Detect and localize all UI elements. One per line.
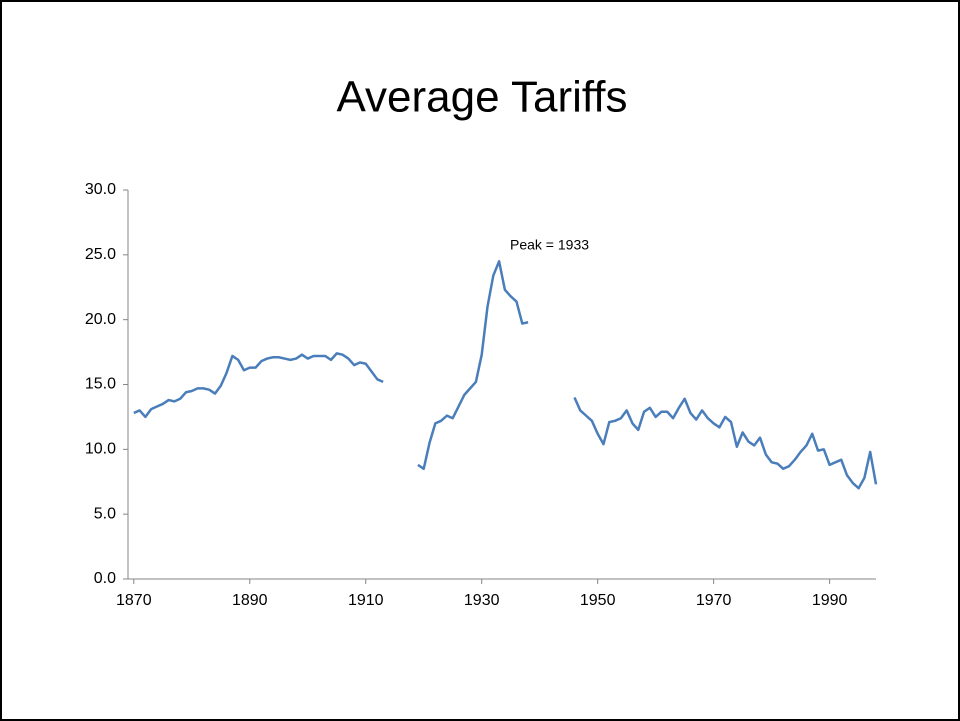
y-tick-label: 0.0 (94, 570, 116, 587)
x-tick-label: 1930 (464, 592, 500, 609)
chart-title: Average Tariffs (336, 73, 627, 122)
annotation: Peak = 1933 (510, 237, 589, 253)
x-tick-label: 1870 (116, 592, 152, 609)
y-tick-label: 5.0 (94, 505, 116, 522)
x-tick-label: 1970 (696, 592, 732, 609)
data-line (133, 260, 878, 490)
x-tick-label: 1910 (348, 592, 384, 609)
y-tick-label: 10.0 (85, 441, 116, 458)
y-tick-label: 25.0 (85, 246, 116, 263)
y-tick-label: 15.0 (85, 376, 116, 393)
x-tick-label: 1890 (232, 592, 268, 609)
y-tick-label: 20.0 (85, 311, 116, 328)
y-tick-label: 30.0 (85, 181, 116, 198)
x-tick-label: 1950 (580, 592, 616, 609)
x-tick-label: 1990 (812, 592, 848, 609)
